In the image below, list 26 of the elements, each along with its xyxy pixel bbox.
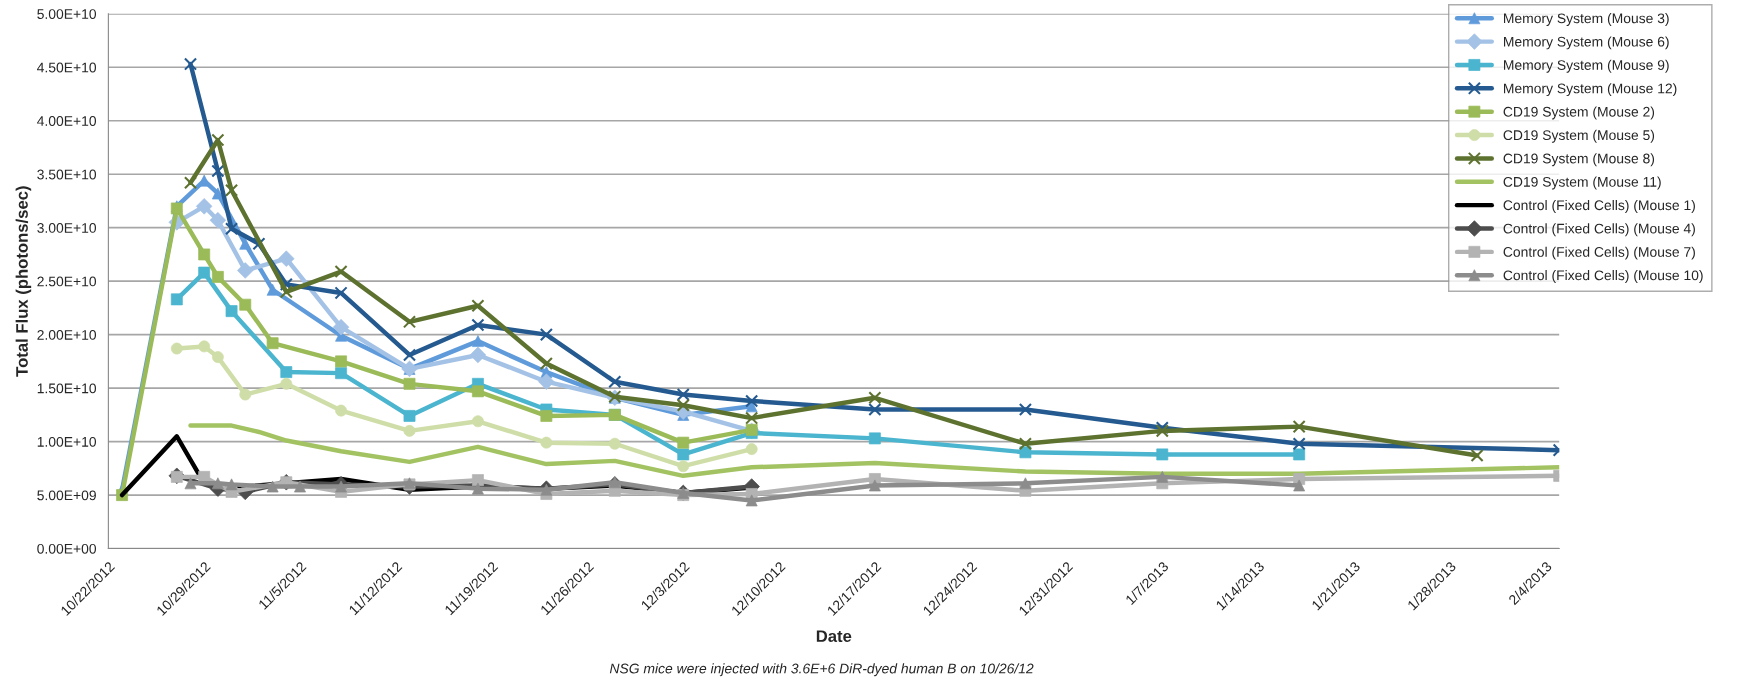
y-tick-label: 5.00E+10 bbox=[37, 9, 97, 19]
legend-label: Control (Fixed Cells) (Mouse 4) bbox=[1503, 223, 1695, 237]
y-tick-label: 5.00E+09 bbox=[37, 490, 96, 501]
text: NSG mice were injected with 3.6E+6 DiR-dyed human B on 10/26/12 bbox=[609, 663, 1034, 677]
legend-label: Memory System (Mouse 9) bbox=[1504, 59, 1669, 73]
legend-label: Control (Fixed Cells) (Mouse 1) bbox=[1503, 199, 1695, 213]
y-tick-label: 3.50E+10 bbox=[37, 169, 97, 180]
y-tick-label: 1.00E+10 bbox=[37, 436, 97, 447]
legend-label: CD19 System (Mouse 2) bbox=[1503, 106, 1655, 120]
y-tick-label: 2.50E+10 bbox=[37, 276, 97, 287]
legend-label: Control (Fixed Cells) (Mouse 7) bbox=[1503, 246, 1695, 260]
y-tick-label: 3.00E+10 bbox=[37, 223, 97, 233]
y-tick-label: 0.00E+00 bbox=[37, 543, 97, 554]
legend-label: Memory System (Mouse 12) bbox=[1504, 83, 1677, 97]
x-axis-title: Date bbox=[816, 630, 852, 643]
legend-label: Memory System (Mouse 3) bbox=[1504, 13, 1669, 26]
y-tick-label: 4.00E+10 bbox=[37, 116, 97, 126]
legend-label: CD19 System (Mouse 8) bbox=[1503, 153, 1655, 167]
legend-label: Control (Fixed Cells) (Mouse 10) bbox=[1503, 270, 1703, 283]
legend-label: CD19 System (Mouse 11) bbox=[1503, 176, 1661, 190]
y-axis-title: Total Flux (photons/sec) bbox=[15, 186, 32, 377]
y-tick-label: 2.00E+10 bbox=[37, 329, 97, 340]
legend-label: CD19 System (Mouse 5) bbox=[1503, 129, 1655, 143]
y-tick-label: 4.50E+10 bbox=[37, 62, 97, 73]
y-tick-label: 1.50E+10 bbox=[37, 383, 97, 394]
legend-label: Memory System (Mouse 6) bbox=[1504, 36, 1669, 50]
